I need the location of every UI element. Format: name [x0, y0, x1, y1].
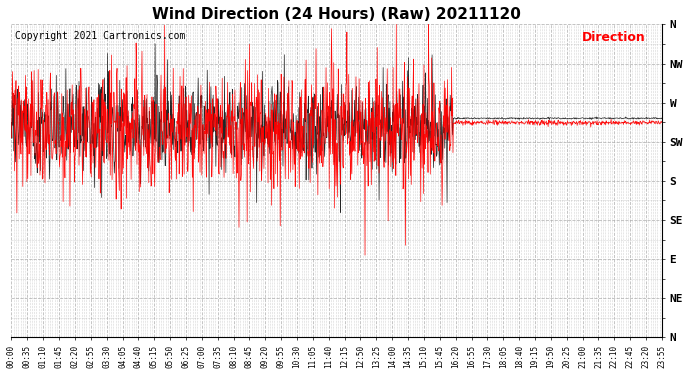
Text: Copyright 2021 Cartronics.com: Copyright 2021 Cartronics.com: [14, 31, 185, 41]
Title: Wind Direction (24 Hours) (Raw) 20211120: Wind Direction (24 Hours) (Raw) 20211120: [152, 7, 521, 22]
Text: Direction: Direction: [582, 31, 646, 44]
